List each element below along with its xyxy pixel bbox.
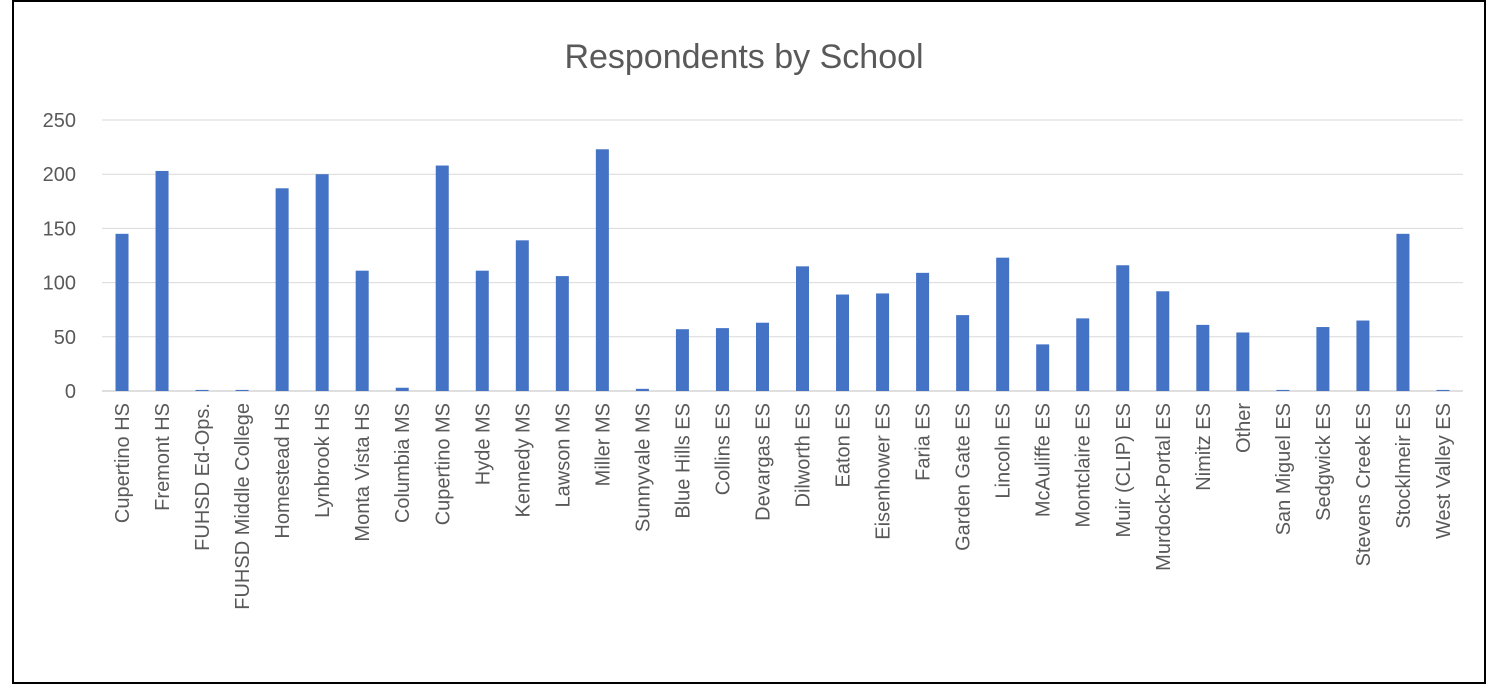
bar [675,329,689,391]
bar [1276,389,1290,391]
x-tick-label: FUHSD Ed-Ops. [192,403,214,551]
bar [836,294,850,391]
bar [755,322,769,391]
x-tick-label: Sedgwick ES [1313,403,1335,521]
bar [155,170,169,391]
bar [1116,265,1130,391]
bar [996,257,1010,391]
x-tick-label: Eisenhower ES [873,403,895,540]
x-tick-label: Hyde MS [472,403,494,485]
chart-title: Respondents by School [564,38,924,76]
y-tick-label: 50 [54,327,76,349]
bar [1356,320,1370,391]
x-tick-label: Kennedy MS [512,403,534,518]
x-tick-label: West Valley ES [1433,403,1455,539]
x-tick-label: Muir (CLIP) ES [1113,403,1135,537]
bar [315,174,329,391]
x-tick-label: Miller MS [592,403,614,486]
x-tick-label: Stocklmeir ES [1393,403,1415,529]
bar [555,276,569,391]
x-tick-label: Lincoln ES [993,403,1015,499]
x-tick-label: Monta Vista HS [352,403,374,542]
bar [515,240,529,391]
x-tick-label: Lawson MS [552,403,574,508]
bar [1316,327,1330,391]
bar [635,388,649,391]
x-tick-label: Lynbrook HS [312,403,334,518]
y-tick-label: 150 [43,218,76,240]
y-tick-label: 200 [43,164,76,186]
bar [435,165,449,391]
bar [275,188,289,391]
x-tick-label: Montclaire ES [1073,403,1095,528]
bar [195,389,209,391]
bar [1076,318,1090,391]
x-tick-label: Eaton ES [833,403,855,488]
bar [1196,324,1210,391]
bar [1236,332,1250,391]
x-tick-label: Sunnyvale MS [632,403,654,532]
bar [1156,291,1170,391]
y-tick-label: 100 [43,273,76,295]
y-tick-label: 0 [65,381,76,403]
x-tick-label: Faria ES [913,403,935,481]
x-tick-label: Stevens Creek ES [1353,403,1375,566]
x-tick-label: Fremont HS [152,403,174,511]
x-tick-label: Cupertino MS [432,403,454,525]
x-tick-label: Garden Gate ES [953,403,975,551]
x-tick-label: McAuliffe ES [1033,403,1055,517]
bar [956,315,970,391]
x-tick-label: FUHSD Middle College [232,403,254,610]
bar [355,270,369,391]
bar [1436,389,1450,391]
x-tick-label: Cupertino HS [112,403,134,523]
bar [916,272,930,391]
x-tick-label: Collins ES [712,403,734,495]
x-tick-label: Nimitz ES [1193,403,1215,491]
bar [796,266,810,391]
bar [715,328,729,391]
x-tick-label: San Miguel ES [1273,403,1295,535]
bar [395,387,409,391]
bar [235,389,249,391]
bar [115,233,129,391]
x-tick-label: Dilworth ES [793,403,815,507]
x-tick-label: Columbia MS [392,403,414,523]
bar [876,293,890,391]
y-tick-label: 250 [43,110,76,132]
x-tick-label: Murdock-Portal ES [1153,403,1175,571]
x-tick-label: Devargas ES [752,403,774,521]
bar [1396,233,1410,391]
x-tick-label: Homestead HS [272,403,294,539]
x-tick-label: Other [1233,403,1255,453]
bar [1036,344,1050,391]
bar [595,149,609,391]
x-tick-label: Blue Hills ES [672,403,694,519]
bar [475,270,489,391]
